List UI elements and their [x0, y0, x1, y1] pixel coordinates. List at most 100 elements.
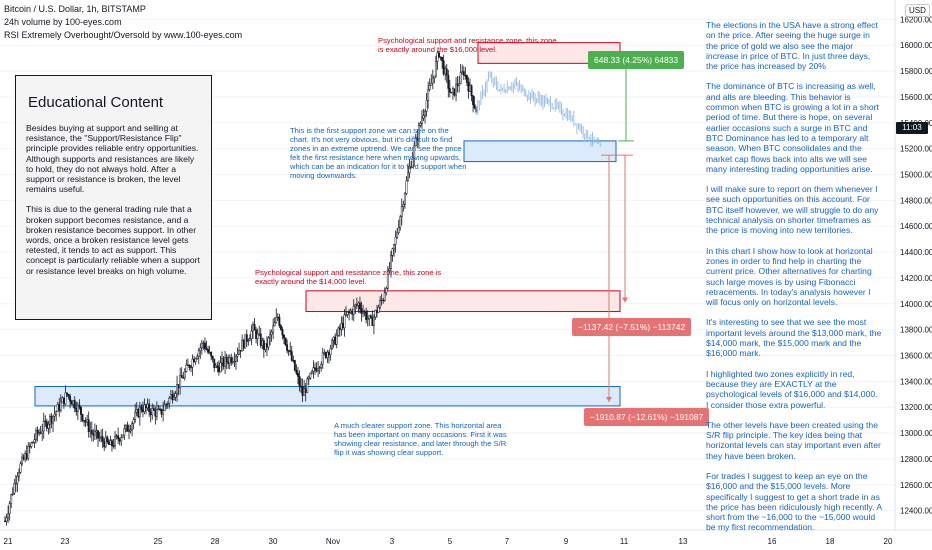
- candle-body: [422, 115, 425, 119]
- candle-body: [368, 315, 371, 319]
- candle-body: [279, 325, 282, 330]
- candle-body: [324, 352, 327, 358]
- x-tick-label: 3: [390, 537, 395, 546]
- candle-body: [247, 340, 250, 342]
- candle-body: [188, 365, 191, 368]
- candle-body: [321, 352, 324, 365]
- candle-body: [447, 74, 450, 89]
- candle-body: [118, 438, 121, 442]
- education-paragraph: Besides buying at support and selling at…: [26, 123, 199, 195]
- candle-body: [287, 350, 290, 352]
- candle-body: [363, 311, 366, 314]
- measure-label-down-2: −1910.87 (−12.61%) −191087: [584, 408, 710, 426]
- candle-body: [452, 88, 454, 94]
- candle-body: [13, 483, 16, 494]
- candle-body: [332, 336, 335, 341]
- candle-body: [146, 403, 149, 409]
- candle-body: [283, 334, 285, 339]
- candle-body: [228, 357, 231, 364]
- candle-body: [50, 416, 53, 424]
- candle-body: [455, 83, 458, 96]
- candle-body: [104, 436, 107, 448]
- candle-body: [19, 463, 22, 473]
- candle-body: [300, 386, 303, 388]
- x-tick-label: 21: [4, 537, 13, 546]
- candle-body: [207, 349, 210, 353]
- candle-body: [470, 85, 473, 96]
- candle-body: [318, 367, 321, 369]
- candle-body: [165, 403, 168, 406]
- candle-body: [31, 441, 34, 444]
- y-tick-label: 15600.00: [900, 93, 932, 102]
- x-tick-label: 9: [564, 537, 569, 546]
- candle-body: [261, 340, 264, 346]
- candle-body: [442, 60, 445, 75]
- candle-body: [430, 82, 433, 86]
- candle-body: [138, 406, 141, 418]
- candle-body: [304, 388, 307, 393]
- candle-body: [414, 137, 417, 147]
- currency-button[interactable]: USD: [905, 4, 930, 17]
- candle-body: [101, 436, 104, 442]
- candle-body: [245, 334, 248, 342]
- candle-body: [182, 377, 185, 379]
- candle-body: [106, 436, 109, 443]
- candle-body: [100, 436, 103, 439]
- candle-body: [112, 445, 115, 447]
- candle-body: [335, 334, 338, 345]
- indicator-rsi: RSI Extremely Overbought/Oversold by www…: [4, 30, 243, 40]
- candle-body: [380, 299, 383, 302]
- candle-body: [41, 430, 44, 434]
- candle-body: [66, 392, 68, 395]
- candle-body: [312, 367, 315, 372]
- candle-body: [469, 85, 471, 92]
- candle-body: [376, 310, 378, 313]
- candle-body: [67, 394, 70, 397]
- candle-body: [38, 432, 41, 435]
- candle-body: [334, 336, 337, 345]
- candle-body: [290, 351, 293, 361]
- candle-body: [49, 416, 51, 425]
- candle-body: [388, 268, 391, 271]
- candle-body: [83, 420, 85, 422]
- candle-body: [320, 363, 323, 368]
- candle-body: [225, 356, 228, 363]
- candle-body: [204, 342, 206, 349]
- candle-body: [252, 324, 254, 332]
- candle-body: [219, 362, 222, 373]
- candle-body: [75, 408, 78, 412]
- candle-body: [216, 365, 219, 368]
- measure-arrowhead: [622, 297, 628, 303]
- candle-body: [128, 430, 130, 432]
- candle-body: [47, 424, 50, 429]
- candle-body: [458, 83, 461, 87]
- candle-body: [149, 411, 152, 416]
- candle-body: [421, 117, 423, 124]
- candle-body: [269, 334, 272, 339]
- candle-body: [27, 445, 30, 459]
- candle-body: [213, 358, 216, 368]
- candle-body: [259, 333, 262, 346]
- candle-body: [76, 404, 79, 412]
- candle-body: [28, 445, 31, 448]
- candle-body: [107, 441, 110, 445]
- y-tick-label: 15200.00: [900, 145, 932, 154]
- candle-body: [131, 423, 134, 430]
- x-tick-label: Nov: [326, 537, 340, 546]
- candle-body: [221, 358, 223, 364]
- measure-label-down-1: −1137.42 (−7.51%) −113742: [572, 318, 692, 336]
- y-tick-label: 14600.00: [900, 222, 932, 231]
- candle-body: [227, 361, 230, 364]
- analysis-paragraph: I highlighted two zones explicitly in re…: [706, 368, 878, 410]
- annotation-14000-zone: Psychological support and resistance zon…: [255, 268, 442, 286]
- candle-body: [199, 347, 202, 352]
- candle-body: [383, 292, 386, 301]
- candle-body: [459, 72, 462, 84]
- candle-body: [386, 269, 389, 289]
- candle-body: [11, 493, 14, 495]
- candle-body: [151, 407, 154, 416]
- candle-body: [140, 406, 143, 411]
- candle-body: [179, 375, 182, 389]
- candle-body: [72, 400, 75, 405]
- candle-body: [314, 367, 316, 369]
